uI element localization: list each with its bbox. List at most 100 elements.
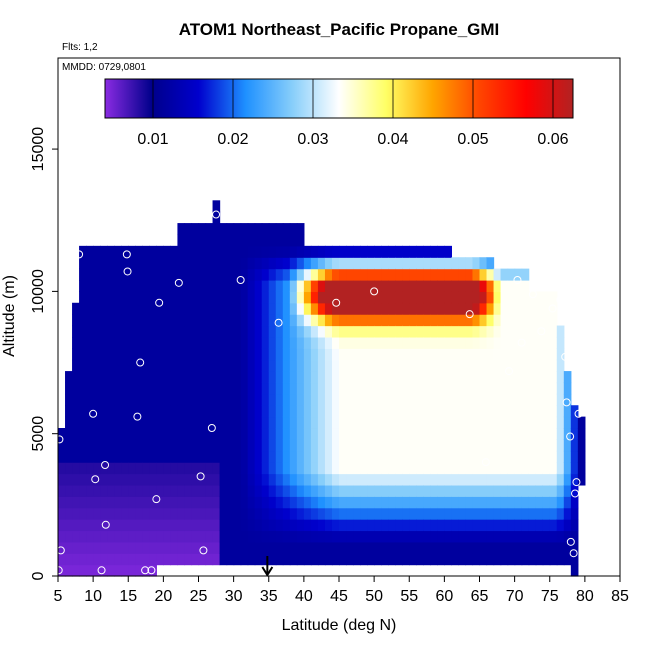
- heatmap-cell: [528, 530, 537, 543]
- heatmap-cell: [128, 314, 136, 327]
- sample-point: [54, 566, 63, 575]
- heatmap-cell: [128, 519, 136, 532]
- heatmap-cell: [388, 428, 396, 440]
- heatmap-cell: [128, 541, 136, 554]
- heatmap-cell: [423, 439, 431, 452]
- heatmap-cell: [465, 348, 474, 361]
- heatmap-cell: [156, 359, 164, 372]
- y-axis-label: Altitude (m): [1, 275, 18, 357]
- heatmap-cell: [156, 245, 164, 258]
- heatmap-cell: [451, 473, 460, 486]
- heatmap-cell: [177, 450, 186, 463]
- sample-point: [566, 432, 575, 441]
- heatmap-cell: [374, 507, 382, 520]
- heatmap-cell: [339, 280, 347, 292]
- heatmap-cell: [79, 450, 87, 463]
- heatmap-cell: [114, 473, 122, 486]
- heatmap-cell: [381, 268, 389, 281]
- heatmap-cell: [381, 484, 389, 497]
- heatmap-cell: [261, 348, 270, 361]
- heatmap-cell: [247, 439, 256, 452]
- heatmap-cell: [444, 450, 452, 463]
- sample-point: [465, 310, 474, 319]
- sample-point: [123, 267, 132, 276]
- heatmap-cell: [444, 268, 452, 281]
- heatmap-cell: [528, 553, 537, 566]
- heatmap-cell: [507, 439, 516, 452]
- heatmap-cell: [381, 245, 389, 258]
- heatmap-cell: [458, 530, 467, 543]
- heatmap-cell: [121, 371, 129, 384]
- heatmap-cell: [226, 462, 235, 475]
- heatmap-cell: [240, 257, 249, 270]
- heatmap-cell: [135, 348, 143, 361]
- x-tick-label: 85: [611, 588, 629, 605]
- heatmap-cell: [114, 336, 122, 349]
- heatmap-cell: [381, 302, 389, 315]
- heatmap-cell: [100, 428, 108, 440]
- heatmap-cell: [184, 428, 193, 440]
- heatmap-cell: [317, 439, 326, 452]
- heatmap-cell: [135, 336, 143, 349]
- heatmap-cell: [261, 245, 270, 258]
- heatmap-cell: [521, 371, 530, 384]
- heatmap-cell: [79, 325, 87, 338]
- heatmap-cell: [388, 439, 396, 452]
- heatmap-cell: [184, 519, 193, 532]
- heatmap-cell: [198, 325, 207, 338]
- heatmap-cell: [219, 291, 228, 304]
- heatmap-cell: [331, 359, 340, 372]
- heatmap-cell: [93, 530, 101, 543]
- heatmap-cell: [458, 405, 467, 418]
- heatmap-cell: [486, 428, 495, 440]
- heatmap-cell: [282, 371, 291, 384]
- heatmap-cell: [353, 371, 361, 384]
- heatmap-cell: [142, 553, 150, 566]
- heatmap-cell: [268, 280, 277, 292]
- heatmap-cell: [458, 302, 467, 315]
- heatmap-cell: [156, 496, 164, 509]
- heatmap-cell: [458, 462, 467, 475]
- heatmap-cell: [556, 519, 565, 532]
- heatmap-cell: [86, 564, 94, 577]
- heatmap-cell: [563, 382, 572, 395]
- heatmap-cell: [493, 439, 502, 452]
- heatmap-cell: [528, 541, 537, 554]
- heatmap-cell: [254, 405, 263, 418]
- heatmap-cell: [128, 245, 136, 258]
- heatmap-cell: [170, 462, 179, 475]
- heatmap-cell: [430, 416, 438, 429]
- heatmap-cell: [149, 393, 157, 406]
- sample-point: [574, 409, 583, 418]
- heatmap-cell: [93, 245, 101, 258]
- heatmap-cell: [212, 348, 221, 361]
- heatmap-cell: [303, 496, 312, 509]
- sample-point: [91, 475, 100, 484]
- heatmap-cell: [121, 325, 129, 338]
- heatmap-cell: [247, 507, 256, 520]
- heatmap-cell: [72, 359, 80, 372]
- heatmap-cell: [156, 507, 164, 520]
- heatmap-cell: [212, 280, 221, 292]
- sample-point: [505, 367, 514, 376]
- heatmap-cell: [100, 564, 108, 577]
- heatmap-cell: [100, 519, 108, 532]
- heatmap-cell: [500, 371, 509, 384]
- sample-point: [569, 549, 578, 558]
- heatmap-cell: [465, 325, 474, 338]
- heatmap-cell: [346, 257, 354, 270]
- heatmap-cell: [219, 393, 228, 406]
- heatmap-cell: [570, 416, 579, 429]
- heatmap-cell: [317, 382, 326, 395]
- heatmap-cell: [219, 519, 228, 532]
- heatmap-cell: [458, 268, 467, 281]
- heatmap-cell: [409, 473, 417, 486]
- sample-point: [75, 250, 84, 259]
- heatmap-cell: [93, 564, 101, 577]
- heatmap-cell: [535, 325, 544, 338]
- heatmap-cell: [226, 245, 235, 258]
- heatmap-cell: [500, 462, 509, 475]
- heatmap-cell: [374, 462, 382, 475]
- heatmap-cell: [303, 291, 312, 304]
- heatmap-cell: [156, 428, 164, 440]
